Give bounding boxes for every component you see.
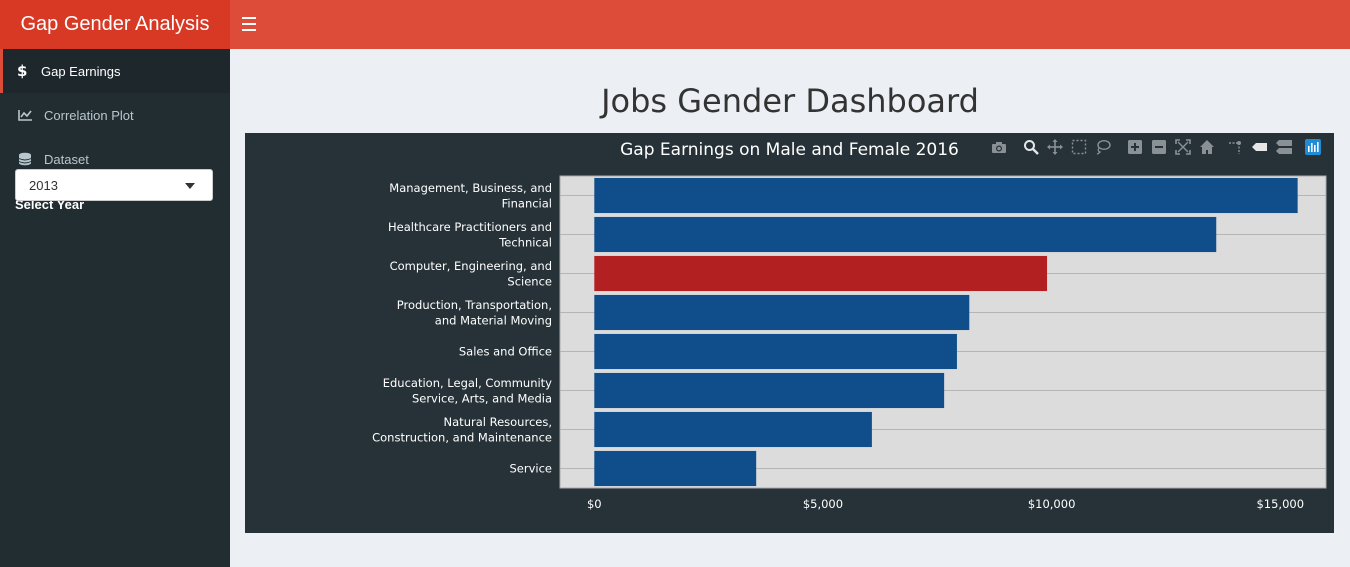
camera-icon[interactable] <box>991 139 1007 155</box>
x-tick-label: $15,000 <box>1256 497 1304 511</box>
category-label: Production, Transportation, and Material … <box>397 298 552 328</box>
year-select-value: 2013 <box>29 178 58 193</box>
home-icon[interactable] <box>1199 139 1215 155</box>
dollar-icon: $ <box>15 63 41 79</box>
zoom-icon[interactable] <box>1023 139 1039 155</box>
bar[interactable] <box>594 372 945 409</box>
plotly-logo-icon[interactable] <box>1305 139 1321 155</box>
sidebar-item-correlation-plot[interactable]: Correlation Plot <box>0 93 230 137</box>
bar[interactable] <box>594 216 1217 253</box>
hover-compare-icon[interactable] <box>1275 139 1293 155</box>
spike-lines-icon[interactable] <box>1227 139 1243 155</box>
chart-title: Gap Earnings on Male and Female 2016 <box>620 140 959 160</box>
category-label: Healthcare Practitioners and Technical <box>388 220 552 250</box>
category-label: Management, Business, and Financial <box>389 181 552 211</box>
zoom-out-icon[interactable] <box>1151 139 1167 155</box>
svg-text:$: $ <box>17 63 27 79</box>
x-tick-label: $5,000 <box>803 497 843 511</box>
x-tick-label: $0 <box>587 497 602 511</box>
hover-closest-icon[interactable] <box>1251 139 1267 155</box>
bar[interactable] <box>594 177 1298 214</box>
bar[interactable] <box>594 255 1048 292</box>
page-title: Jobs Gender Dashboard <box>601 82 979 120</box>
category-label: Natural Resources, Construction, and Main… <box>372 415 552 445</box>
sidebar-toggle-icon[interactable] <box>242 13 260 35</box>
bar[interactable] <box>594 450 757 487</box>
x-tick-label: $10,000 <box>1028 497 1076 511</box>
sidebar-item-gap-earnings[interactable]: $ Gap Earnings <box>0 49 230 93</box>
sidebar-item-label: Gap Earnings <box>41 63 121 79</box>
sidebar-item-label: Correlation Plot <box>44 107 134 123</box>
category-label: Service <box>509 462 552 476</box>
sidebar-item-label: Dataset <box>44 151 89 167</box>
category-label: Sales and Office <box>459 345 552 359</box>
sidebar-item-dataset[interactable]: Dataset <box>0 137 230 181</box>
lasso-select-icon[interactable] <box>1095 139 1111 155</box>
pan-icon[interactable] <box>1047 139 1063 155</box>
sidebar: $ Gap Earnings Correlation Plot Dataset … <box>0 49 230 567</box>
zoom-in-icon[interactable] <box>1127 139 1143 155</box>
bar[interactable] <box>594 411 872 448</box>
bar[interactable] <box>594 294 970 331</box>
database-icon <box>18 152 44 166</box>
chart-box: Management, Business, and Financial Health… <box>245 133 1334 533</box>
top-navbar <box>230 0 1350 49</box>
line-chart-icon <box>18 109 44 121</box>
app-logo-title[interactable]: Gap Gender Analysis <box>0 0 230 49</box>
box-select-icon[interactable] <box>1071 139 1087 155</box>
caret-down-icon <box>185 183 195 189</box>
autoscale-icon[interactable] <box>1175 139 1191 155</box>
year-select[interactable]: 2013 <box>15 169 213 201</box>
category-label: Computer, Engineering, and Science <box>390 259 552 289</box>
category-label: Education, Legal, Community Service, Arts… <box>383 376 552 406</box>
bar[interactable] <box>594 333 957 370</box>
bar-chart: Management, Business, and Financial Health… <box>372 175 1327 511</box>
